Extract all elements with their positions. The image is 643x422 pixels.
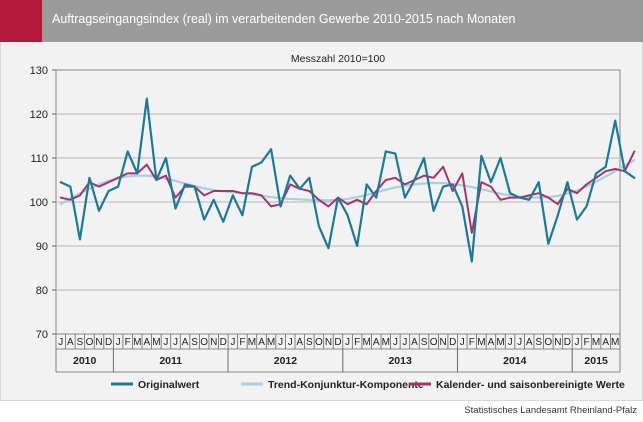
x-month-label: J <box>116 337 121 348</box>
x-month-label: A <box>602 337 609 348</box>
x-month-label: A <box>258 337 265 348</box>
x-month-label: S <box>306 337 313 348</box>
legend: Originalwert Trend-Konjunktur-Komponente K… <box>111 379 625 391</box>
x-month-label: N <box>440 337 447 348</box>
x-month-label: D <box>334 337 341 348</box>
header-bar: Auftragseingangsindex (real) im verarbei… <box>0 0 643 42</box>
x-month-label: J <box>58 337 63 348</box>
x-month-label: A <box>143 337 150 348</box>
x-month-label: M <box>363 337 371 348</box>
x-month-label: A <box>182 337 189 348</box>
y-tick-label: 120 <box>30 109 48 121</box>
y-tick-label: 70 <box>36 329 48 341</box>
x-month-label: D <box>564 337 571 348</box>
x-month-label: A <box>67 337 74 348</box>
x-month-label: N <box>325 337 332 348</box>
x-month-label: M <box>611 337 619 348</box>
gridlines <box>56 113 620 291</box>
x-month-label: J <box>393 337 398 348</box>
x-month-label: J <box>230 337 235 348</box>
x-month-label: J <box>460 337 465 348</box>
x-month-label: F <box>354 337 360 348</box>
x-month-label: M <box>267 337 275 348</box>
x-month-label: J <box>345 337 350 348</box>
x-month-label: M <box>592 337 600 348</box>
x-month-label: J <box>163 337 168 348</box>
x-month-label: J <box>173 337 178 348</box>
x-month-label: M <box>248 337 256 348</box>
x-month-label: M <box>133 337 141 348</box>
y-tick-label: 80 <box>36 285 48 297</box>
x-month-label: N <box>554 337 561 348</box>
y-axis: 70 80 90 100 110 120 130 <box>30 65 56 341</box>
x-month-label: A <box>296 337 303 348</box>
series-group <box>59 97 636 263</box>
source-note: Statistisches Landesamt Rheinland-Pfalz <box>464 405 637 416</box>
x-month-label: A <box>411 337 418 348</box>
x-month-label: F <box>583 337 589 348</box>
x-month-label: M <box>382 337 390 348</box>
x-month-label: A <box>526 337 533 348</box>
x-month-label: M <box>496 337 504 348</box>
x-month-label: D <box>105 337 112 348</box>
x-month-label: A <box>373 337 380 348</box>
x-month-label: O <box>544 337 552 348</box>
x-month-label: J <box>517 337 522 348</box>
x-month-label: N <box>95 337 102 348</box>
y-tick-label: 100 <box>30 197 48 209</box>
legend-label-3: Kalender- und saisonbereinigte Werte <box>436 379 625 391</box>
x-year-label: 2012 <box>274 355 298 367</box>
y-tick-label: 130 <box>30 65 48 77</box>
legend-label-2: Trend-Konjunktur-Komponente <box>268 379 424 391</box>
legend-label-1: Originalwert <box>138 379 200 391</box>
x-month-label: S <box>77 337 84 348</box>
x-month-label: J <box>278 337 283 348</box>
x-month-label: M <box>477 337 485 348</box>
page-title: Auftragseingangsindex (real) im verarbei… <box>52 12 516 26</box>
header-accent-block <box>0 0 42 42</box>
x-year-label: 2011 <box>159 355 182 367</box>
x-month-label: D <box>220 337 227 348</box>
x-year-label: 2013 <box>388 355 412 367</box>
x-month-label: O <box>200 337 208 348</box>
x-month-label: J <box>288 337 293 348</box>
x-month-label: F <box>125 337 131 348</box>
x-year-label: 2015 <box>584 355 608 367</box>
x-month-label: O <box>315 337 323 348</box>
series-line-1 <box>59 97 636 263</box>
chart-subtitle: Messzahl 2010=100 <box>291 53 385 65</box>
x-year-label: 2010 <box>73 355 97 367</box>
x-month-label: O <box>430 337 438 348</box>
x-month-label: D <box>449 337 456 348</box>
x-month-label: S <box>535 337 542 348</box>
x-month-label: A <box>488 337 495 348</box>
x-month-label: F <box>469 337 475 348</box>
x-month-label: O <box>86 337 94 348</box>
x-month-label: M <box>152 337 160 348</box>
y-tick-label: 110 <box>30 153 48 165</box>
x-month-label: J <box>574 337 579 348</box>
x-month-label: F <box>239 337 245 348</box>
x-month-label: N <box>210 337 217 348</box>
x-month-label: J <box>402 337 407 348</box>
x-month-label: S <box>421 337 428 348</box>
x-month-label: S <box>191 337 198 348</box>
x-year-label: 2014 <box>503 355 527 367</box>
y-tick-label: 90 <box>36 241 48 253</box>
x-month-label: J <box>508 337 513 348</box>
